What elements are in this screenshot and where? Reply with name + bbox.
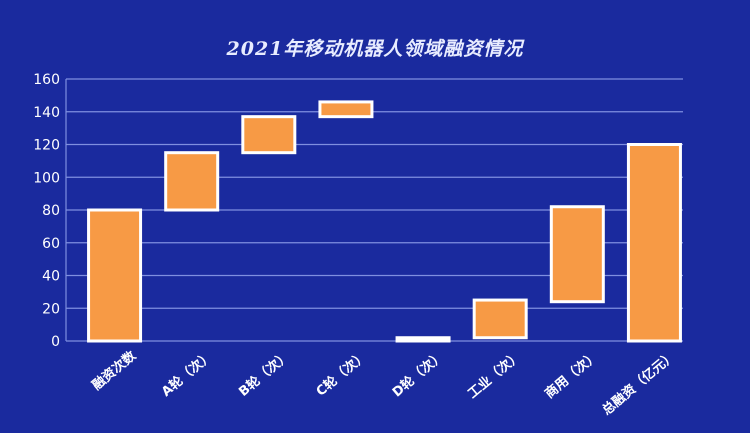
- x-tick-label: B轮（次）: [236, 348, 294, 400]
- y-tick-label: 140: [33, 105, 60, 121]
- x-tick-label: 总融资（亿元）: [599, 348, 679, 419]
- y-tick-label: 20: [42, 301, 60, 317]
- x-tick-label: 商用（次）: [542, 348, 602, 402]
- bar: [164, 151, 220, 212]
- bar: [318, 100, 374, 119]
- chart-title: 2021年移动机器人领域融资情况: [226, 38, 524, 60]
- x-tick-label: 融资次数: [89, 347, 140, 393]
- bar: [395, 336, 451, 343]
- x-tick-label: A轮（次）: [158, 348, 216, 400]
- bar: [241, 115, 297, 155]
- x-tick-label: C轮（次）: [313, 348, 370, 400]
- y-tick-label: 120: [33, 138, 60, 154]
- y-tick-label: 160: [33, 72, 60, 88]
- y-tick-label: 60: [42, 236, 60, 252]
- x-tick-label: D轮（次）: [389, 348, 447, 401]
- y-tick-label: 0: [51, 334, 60, 350]
- y-tick-label: 100: [33, 170, 60, 186]
- y-tick-label: 40: [42, 269, 60, 285]
- bar: [626, 143, 682, 343]
- bar: [87, 208, 143, 343]
- bar: [472, 298, 528, 340]
- x-tick-label: 工业（次）: [465, 348, 525, 402]
- y-tick-label: 80: [42, 203, 60, 219]
- bar: [549, 205, 605, 304]
